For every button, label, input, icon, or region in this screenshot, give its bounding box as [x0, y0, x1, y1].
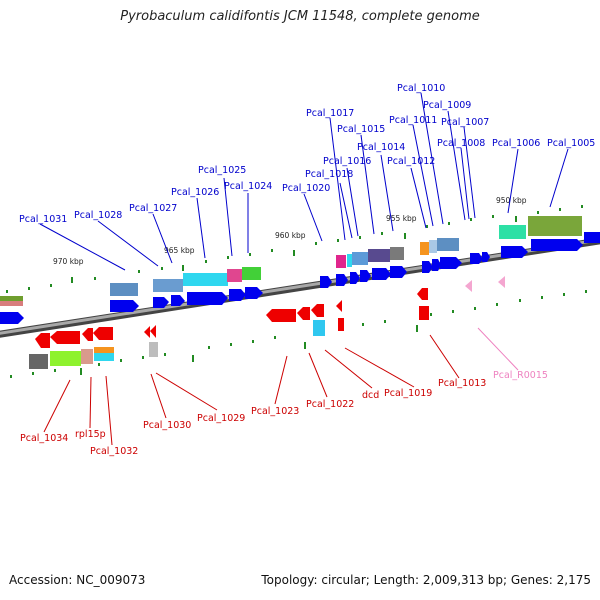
gene-label-pcal-1011[interactable]: Pcal_1011	[389, 115, 437, 126]
gene-label-pcal-1019[interactable]: Pcal_1019	[384, 388, 432, 399]
forward-gene	[584, 232, 600, 243]
gene-label-dcd[interactable]: dcd	[362, 390, 379, 401]
gene-label-pcal-1008[interactable]: Pcal_1008	[437, 138, 485, 149]
gene-label-pcal-1024[interactable]: Pcal_1024	[224, 181, 272, 192]
reverse-gene	[266, 309, 296, 322]
forward-gene	[110, 300, 139, 312]
kbp-label: 955 kbp	[386, 214, 417, 223]
reverse-gene	[50, 331, 80, 344]
gene-label-pcal-1028[interactable]: Pcal_1028	[74, 210, 122, 221]
gene-label-pcal-1015[interactable]: Pcal_1015	[337, 124, 385, 135]
gene-label-pcal-1014[interactable]: Pcal_1014	[357, 142, 405, 153]
reverse-gene	[297, 307, 310, 320]
reverse-gene	[93, 327, 113, 340]
reverse-gene	[419, 306, 429, 320]
forward-gene	[187, 292, 228, 305]
forward-gene	[501, 246, 528, 258]
rna-gene	[498, 276, 505, 288]
kbp-tick	[404, 233, 406, 239]
gene-label-pcal-r0015[interactable]: Pcal_R0015	[493, 370, 548, 381]
kbp-tick	[293, 250, 295, 256]
reverse-gene	[35, 333, 50, 348]
reverse-label-leaders	[43, 334, 460, 446]
reverse-gene	[82, 328, 93, 341]
gene-label-pcal-1017[interactable]: Pcal_1017	[306, 108, 354, 119]
gene-label-pcal-1026[interactable]: Pcal_1026	[171, 187, 219, 198]
rna-gene-track	[465, 276, 505, 292]
gene-label-pcal-1009[interactable]: Pcal_1009	[423, 100, 471, 111]
rna-gene	[465, 280, 472, 292]
forward-gene-track	[0, 232, 600, 324]
reverse-gene	[150, 325, 156, 338]
forward-gene	[171, 295, 185, 306]
forward-gene	[440, 257, 462, 269]
reverse-gene	[336, 300, 342, 312]
kbp-label: 960 kbp	[275, 231, 306, 240]
forward-gene	[0, 312, 24, 324]
forward-gene	[320, 276, 332, 288]
reverse-gene	[311, 304, 324, 317]
gene-label-pcal-1032[interactable]: Pcal_1032	[90, 446, 138, 457]
gene-label-pcal-1034[interactable]: Pcal_1034	[20, 433, 68, 444]
gene-label-pcal-1027[interactable]: Pcal_1027	[129, 203, 177, 214]
forward-gene	[372, 268, 391, 280]
reverse-gene	[144, 326, 150, 338]
gene-label-pcal-1005[interactable]: Pcal_1005	[547, 138, 595, 149]
forward-gene	[360, 270, 371, 282]
reverse-gene-track	[35, 288, 429, 348]
forward-gene	[245, 287, 263, 299]
rna-labels: Pcal_R0015	[493, 370, 548, 381]
kbp-tick	[515, 216, 517, 222]
forward-gene	[470, 253, 483, 264]
accession-text: Accession: NC_009073	[9, 573, 146, 587]
kbp-label: 965 kbp	[164, 246, 195, 255]
gene-label-pcal-1010[interactable]: Pcal_1010	[397, 83, 445, 94]
forward-labels: Pcal_1031 Pcal_1028 Pcal_1027 Pcal_1026 …	[19, 83, 595, 225]
kbp-tick	[182, 265, 184, 271]
forward-gene	[153, 297, 169, 308]
gene-label-rpl15p[interactable]: rpl15p	[75, 429, 106, 440]
minor-ticks-lower	[10, 290, 587, 378]
reverse-labels: Pcal_1034 rpl15p Pcal_1032 Pcal_1030 Pca…	[20, 378, 486, 457]
gene-label-pcal-1029[interactable]: Pcal_1029	[197, 413, 245, 424]
forward-gene	[390, 266, 407, 278]
forward-gene	[229, 289, 246, 301]
forward-gene	[422, 261, 433, 273]
gene-label-pcal-1007[interactable]: Pcal_1007	[441, 117, 489, 128]
minor-ticks-upper	[6, 205, 583, 293]
kbp-scale: 970 kbp 965 kbp 960 kbp 955 kbp 950 kbp	[53, 196, 527, 283]
gene-label-pcal-1023[interactable]: Pcal_1023	[251, 406, 299, 417]
gene-label-pcal-1006[interactable]: Pcal_1006	[492, 138, 540, 149]
genome-title: Pyrobaculum calidifontis JCM 11548, comp…	[120, 9, 480, 24]
gene-label-pcal-1018[interactable]: Pcal_1018	[305, 169, 353, 180]
rna-label-leaders	[477, 327, 519, 371]
reverse-domain-bars	[29, 320, 325, 369]
forward-domain-bars	[0, 216, 582, 306]
kbp-tick	[71, 277, 73, 283]
genome-summary-text: Topology: circular; Length: 2,009,313 bp…	[261, 573, 591, 587]
gene-label-pcal-1030[interactable]: Pcal_1030	[143, 420, 191, 431]
gene-label-pcal-1012[interactable]: Pcal_1012	[387, 156, 435, 167]
kbp-label: 970 kbp	[53, 257, 84, 266]
gene-label-pcal-1013[interactable]: Pcal_1013	[438, 378, 486, 389]
forward-gene	[482, 252, 490, 262]
forward-gene	[336, 274, 348, 286]
gene-label-pcal-1031[interactable]: Pcal_1031	[19, 214, 67, 225]
gene-label-pcal-1022[interactable]: Pcal_1022	[306, 399, 354, 410]
forward-gene	[432, 259, 441, 271]
gene-label-pcal-1020[interactable]: Pcal_1020	[282, 183, 330, 194]
forward-gene	[531, 239, 583, 251]
gene-label-pcal-1016[interactable]: Pcal_1016	[323, 156, 371, 167]
gene-label-pcal-1025[interactable]: Pcal_1025	[198, 165, 246, 176]
forward-gene	[350, 272, 360, 284]
reverse-gene	[417, 288, 428, 300]
reverse-gene	[338, 318, 344, 331]
kbp-label: 950 kbp	[496, 196, 527, 205]
forward-label-leaders	[39, 92, 569, 271]
